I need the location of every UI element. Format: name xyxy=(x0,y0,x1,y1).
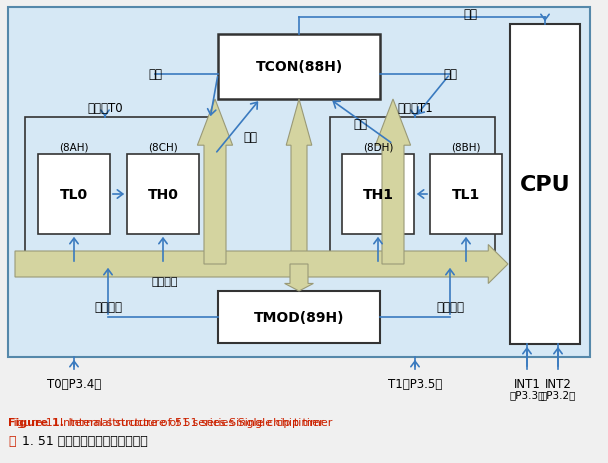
Text: TH0: TH0 xyxy=(148,188,178,201)
Bar xyxy=(8,8,590,357)
Text: 定时器T1: 定时器T1 xyxy=(397,101,433,114)
Text: INT2: INT2 xyxy=(545,377,572,390)
Text: 溢出: 溢出 xyxy=(353,118,367,131)
Text: CPU: CPU xyxy=(520,175,570,194)
Text: (8CH): (8CH) xyxy=(148,143,178,153)
Text: T0（P3.4）: T0（P3.4） xyxy=(47,377,101,390)
Text: 内部总线: 内部总线 xyxy=(152,276,178,287)
Text: 启动: 启动 xyxy=(148,69,162,81)
Bar xyxy=(342,155,414,234)
Text: TH1: TH1 xyxy=(362,188,393,201)
Text: Figure 1.: Figure 1. xyxy=(8,417,64,427)
Text: 图: 图 xyxy=(8,434,15,447)
Bar xyxy=(25,118,210,265)
Bar xyxy=(218,35,380,100)
Bar xyxy=(218,291,380,343)
Text: INT1: INT1 xyxy=(514,377,541,390)
Bar xyxy=(330,118,495,265)
Text: TL1: TL1 xyxy=(452,188,480,201)
Text: 1. 51 系列单片机定时器内部框图: 1. 51 系列单片机定时器内部框图 xyxy=(18,434,148,447)
Text: 启动: 启动 xyxy=(443,69,457,81)
Text: TCON(88H): TCON(88H) xyxy=(255,60,343,74)
Text: Figure 1. Internal structure of 51 series Single chip timer: Figure 1. Internal structure of 51 serie… xyxy=(8,417,323,427)
FancyArrow shape xyxy=(198,100,233,264)
Bar xyxy=(38,155,110,234)
FancyArrow shape xyxy=(375,100,410,264)
Text: （P3.3）: （P3.3） xyxy=(510,389,545,399)
Text: （P3.2）: （P3.2） xyxy=(541,389,576,399)
Bar xyxy=(430,155,502,234)
Bar xyxy=(127,155,199,234)
Text: T1（P3.5）: T1（P3.5） xyxy=(388,377,442,390)
Text: 中断: 中断 xyxy=(463,7,477,20)
Text: (8DH): (8DH) xyxy=(363,143,393,153)
Text: TMOD(89H): TMOD(89H) xyxy=(254,310,344,324)
Text: 溢出: 溢出 xyxy=(243,131,257,144)
Text: TL0: TL0 xyxy=(60,188,88,201)
Text: (8AH): (8AH) xyxy=(59,143,89,153)
Text: 工作方式: 工作方式 xyxy=(436,301,464,314)
Text: 定时器T0: 定时器T0 xyxy=(87,101,123,114)
FancyArrow shape xyxy=(15,245,508,284)
Text: Internal structure of 51 series Single chip timer: Internal structure of 51 series Single c… xyxy=(65,417,333,427)
FancyArrow shape xyxy=(285,264,313,291)
Bar xyxy=(510,25,580,344)
Text: (8BH): (8BH) xyxy=(451,143,481,153)
FancyArrow shape xyxy=(286,100,312,264)
Text: 工作方式: 工作方式 xyxy=(94,301,122,314)
